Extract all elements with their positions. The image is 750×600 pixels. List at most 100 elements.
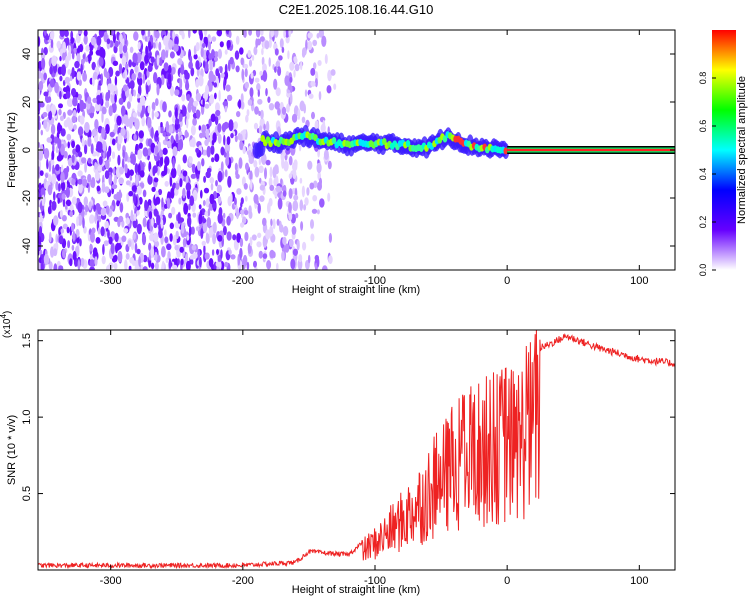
noise-cell: [144, 199, 148, 212]
noise-cell: [197, 161, 201, 171]
noise-cell: [139, 95, 146, 106]
noise-cell: [301, 116, 306, 124]
noise-cell: [240, 57, 244, 66]
noise-cell: [240, 197, 244, 205]
noise-cell: [50, 123, 56, 135]
noise-cell: [122, 84, 128, 92]
noise-cell: [281, 251, 285, 261]
noise-cell: [187, 102, 192, 113]
noise-cell: [326, 85, 332, 94]
noise-cell: [228, 249, 232, 255]
noise-cell: [195, 42, 200, 52]
noise-cell: [265, 120, 270, 133]
noise-cell: [162, 147, 168, 155]
noise-cell: [209, 57, 213, 69]
noise-cell: [210, 182, 214, 191]
noise-cell: [204, 211, 208, 217]
noise-cell: [118, 63, 123, 74]
noise-cell: [235, 35, 240, 45]
noise-cell: [66, 98, 73, 107]
noise-cell: [236, 188, 242, 195]
noise-cell: [228, 119, 234, 132]
noise-cell: [51, 55, 57, 67]
noise-cell: [321, 35, 327, 47]
noise-cell: [242, 216, 247, 224]
noise-cell: [70, 36, 75, 44]
noise-cell: [147, 174, 153, 185]
noise-cell: [181, 31, 185, 40]
noise-cell: [115, 70, 120, 77]
noise-cell: [161, 74, 165, 86]
noise-cell: [217, 196, 222, 204]
colorbar-tick-label: 0.6: [698, 120, 708, 133]
noise-cell: [56, 155, 63, 162]
noise-cell: [117, 132, 123, 145]
noise-cell: [163, 35, 169, 47]
noise-cell: [243, 183, 248, 190]
noise-cell: [203, 30, 208, 37]
noise-cell: [327, 160, 332, 170]
noise-cell: [167, 73, 172, 85]
noise-cell: [67, 240, 71, 249]
noise-cell: [41, 194, 45, 207]
noise-cell: [112, 85, 118, 92]
noise-cell: [162, 101, 167, 113]
noise-cell: [174, 89, 180, 96]
noise-cell: [322, 119, 326, 132]
noise-cell: [248, 149, 252, 160]
noise-cell: [38, 80, 44, 91]
noise-cell: [239, 237, 244, 248]
noise-cell: [287, 82, 292, 91]
noise-cell: [202, 126, 205, 138]
noise-cell: [140, 264, 144, 270]
noise-cell: [110, 92, 116, 104]
noise-cell: [136, 185, 142, 196]
noise-cell: [190, 173, 196, 179]
noise-cell: [262, 253, 268, 259]
noise-cell: [217, 123, 222, 133]
noise-cell: [73, 124, 77, 131]
noise-cell: [121, 115, 124, 125]
noise-cell: [255, 30, 261, 38]
noise-cell: [52, 164, 55, 177]
noise-cell: [148, 211, 153, 220]
noise-cell: [40, 262, 44, 270]
noise-cell: [282, 225, 289, 237]
noise-cell: [38, 115, 41, 123]
noise-cell: [247, 49, 252, 58]
noise-cell: [117, 154, 121, 166]
noise-cell: [270, 218, 273, 227]
noise-cell: [108, 156, 112, 163]
noise-cell: [133, 213, 137, 222]
noise-cell: [281, 106, 287, 115]
noise-cell: [153, 208, 159, 217]
noise-cell: [268, 57, 271, 67]
noise-cell: [222, 101, 228, 107]
noise-cell: [59, 55, 62, 62]
noise-cell: [172, 30, 175, 41]
noise-cell: [65, 204, 68, 210]
noise-cell: [104, 221, 109, 229]
noise-cell: [260, 109, 264, 120]
noise-cell: [137, 163, 141, 176]
noise-cell: [273, 78, 278, 90]
noise-cell: [239, 140, 244, 151]
noise-cell: [49, 231, 52, 243]
noise-cell: [122, 149, 125, 159]
noise-cell: [206, 167, 212, 174]
noise-cell: [60, 143, 65, 156]
noise-cell: [248, 205, 252, 215]
noise-cell: [233, 121, 238, 130]
noise-cell: [242, 145, 246, 155]
noise-cell: [92, 247, 98, 257]
noise-cell: [89, 266, 95, 270]
noise-cell: [192, 30, 197, 34]
noise-cell: [72, 250, 77, 261]
noise-cell: [293, 57, 298, 64]
noise-cell: [100, 207, 107, 216]
noise-cell: [126, 156, 131, 163]
noise-cell: [277, 66, 282, 77]
noise-cell: [58, 108, 62, 116]
noise-cell: [158, 125, 161, 135]
noise-cell: [84, 121, 90, 134]
